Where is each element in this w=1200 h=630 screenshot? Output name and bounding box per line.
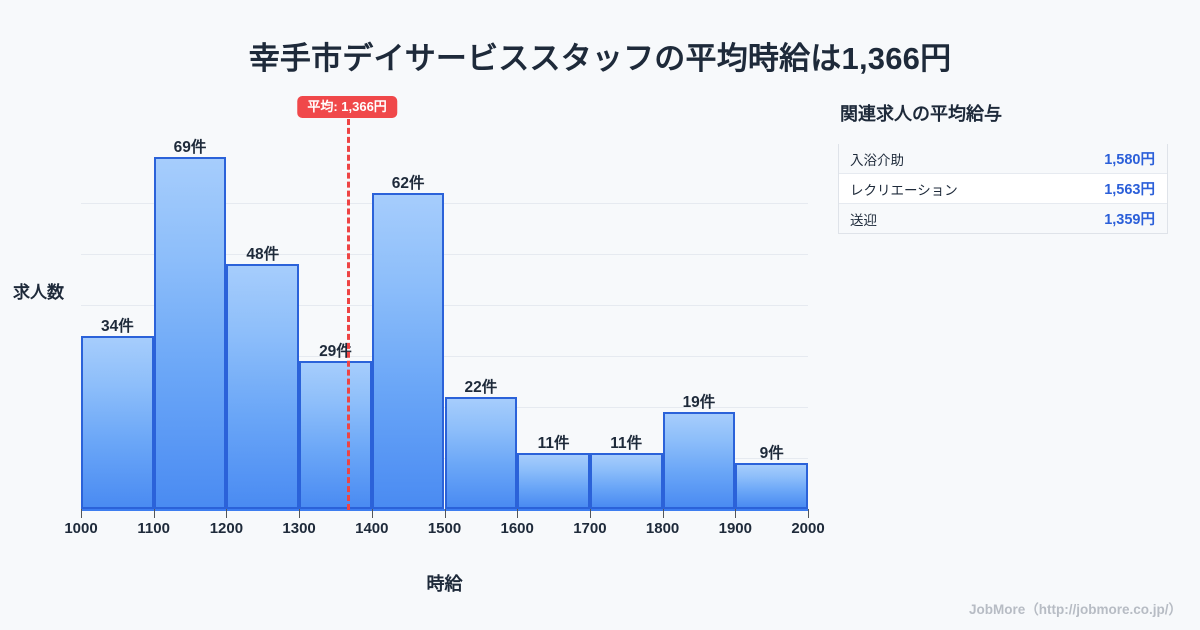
histogram-bar (153, 157, 227, 509)
bar-value-label: 11件 (537, 434, 570, 452)
x-axis-tick-label: 1700 (573, 520, 607, 537)
x-axis-tick-mark (81, 509, 82, 518)
histogram-bar (81, 335, 154, 509)
x-axis-tick-label: 1200 (209, 520, 244, 537)
bar-value-label: 19件 (682, 394, 716, 412)
x-axis-tick-label: 1600 (500, 520, 534, 537)
related-job-label: レクリエーション (850, 182, 958, 198)
related-job-label: 送迎 (850, 212, 877, 228)
bar-value-label: 48件 (246, 246, 280, 264)
histogram-bar (299, 361, 372, 509)
histogram-chart: 求人数 34件 69件 48件 29件 62件 22件 11件 11件 19件 9件 1000 110… (13, 96, 825, 594)
related-salary-table: 入浴介助 1,580円レクリエーション 1,563円送迎 1,359円 (838, 144, 1168, 234)
x-axis-label: 時給 (426, 574, 463, 594)
bar-value-label: 22件 (464, 378, 498, 396)
x-axis-tick-mark (226, 509, 228, 518)
x-axis-tick-label: 1900 (718, 520, 752, 537)
average-marker-line (347, 110, 351, 510)
x-axis-tick-mark (735, 509, 737, 518)
histogram-bar (371, 192, 445, 509)
x-axis-tick-mark (371, 509, 373, 518)
histogram-bar (662, 412, 736, 509)
x-axis-tick-label: 1500 (427, 520, 462, 537)
x-axis-tick-mark (662, 509, 664, 518)
bar-value-label: 34件 (100, 317, 134, 335)
x-axis-tick-mark (808, 509, 809, 518)
gridline (81, 203, 808, 205)
related-job-salary: 1,580円 (1104, 152, 1155, 168)
x-axis-tick-mark (589, 509, 591, 518)
bar-value-label: 11件 (610, 434, 643, 452)
table-row: 入浴介助 1,580円 (839, 144, 1167, 174)
x-axis-tick-label: 2000 (791, 520, 825, 537)
y-axis-label: 求人数 (13, 283, 64, 302)
histogram-bar (735, 463, 808, 509)
bar-value-label: 9件 (759, 445, 784, 463)
table-row: レクリエーション 1,563円 (839, 174, 1167, 204)
gridline (81, 305, 808, 307)
gridline (81, 254, 808, 256)
histogram-bar (589, 452, 663, 509)
related-job-label: 入浴介助 (850, 152, 904, 168)
histogram-bar (444, 396, 518, 509)
related-salary-panel: 関連求人の平均給与 入浴介助 1,580円レクリエーション 1,563円送迎 1,35… (838, 100, 1168, 234)
footer-watermark: JobMore（http://jobmore.co.jp/） (969, 602, 1182, 617)
table-row: 送迎 1,359円 (839, 204, 1167, 234)
bar-value-label: 29件 (319, 343, 352, 361)
x-axis-tick-label: 1800 (645, 520, 680, 537)
histogram-bar (517, 452, 590, 509)
x-axis-tick-mark (444, 509, 446, 518)
page-title: 幸手市デイサービススタッフの平均時給は1,366円 (248, 41, 952, 76)
x-axis-tick-mark (299, 509, 301, 518)
x-axis-tick-mark (153, 509, 155, 518)
x-axis-tick-label: 1000 (64, 520, 98, 537)
histogram-bar (226, 264, 300, 509)
related-job-salary: 1,563円 (1104, 182, 1155, 198)
gridline (81, 356, 808, 358)
x-axis-tick-mark (517, 509, 519, 518)
side-panel-title: 関連求人の平均給与 (840, 104, 1002, 124)
bar-value-label: 69件 (173, 139, 207, 157)
x-axis-tick-label: 1100 (137, 520, 170, 537)
related-job-salary: 1,359円 (1104, 212, 1155, 228)
bar-value-label: 62件 (391, 174, 425, 192)
x-axis-tick-label: 1300 (282, 520, 316, 537)
average-marker-badge: 平均: 1,366円 (297, 96, 397, 118)
plot-area: 34件 69件 48件 29件 62件 22件 11件 11件 19件 9件 1000 1100 120… (64, 96, 825, 537)
x-axis-tick-label: 1400 (355, 520, 389, 537)
